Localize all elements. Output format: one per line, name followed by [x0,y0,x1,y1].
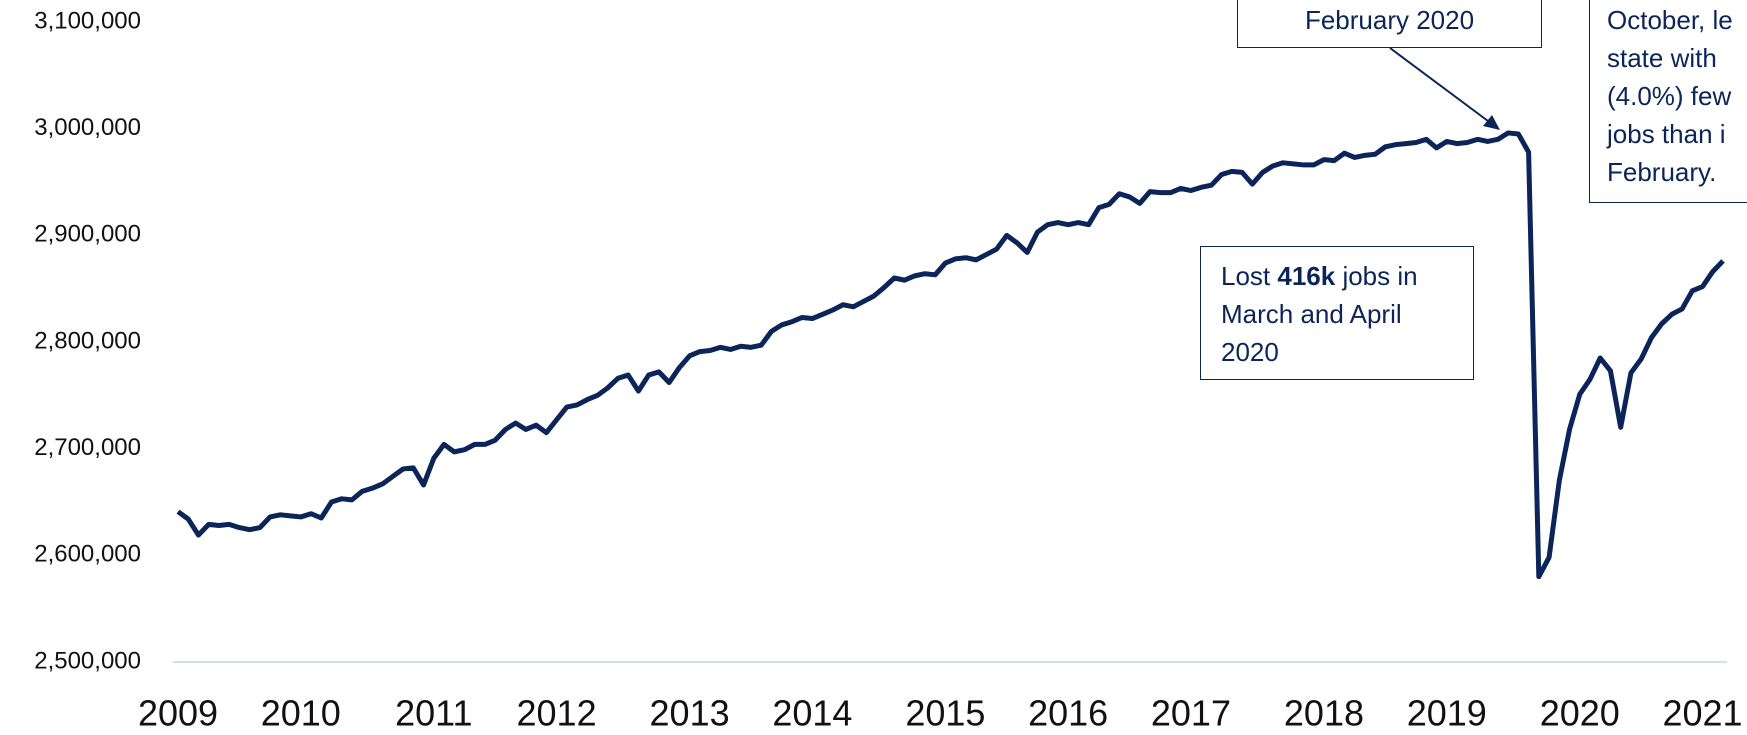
x-tick-label: 2009 [138,693,218,734]
annotation-box: February 2020 [1237,0,1542,48]
annotation-text: February 2020 [1304,5,1475,35]
y-tick-label: 2,900,000 [34,221,141,248]
annotation-box: Lost 416k jobs in March and April 2020 [1200,246,1474,380]
x-tick-label: 2013 [650,693,730,734]
x-tick-label: 2019 [1407,693,1487,734]
annotation-text: March and April [1221,299,1402,329]
x-tick-label: 2018 [1284,693,1364,734]
y-tick-label: 3,000,000 [34,114,141,141]
y-tick-label: 2,700,000 [34,434,141,461]
y-tick-label: 2,600,000 [34,541,141,568]
x-tick-label: 2012 [517,693,597,734]
x-tick-label: 2011 [395,693,472,734]
arrow [1389,47,1493,125]
annotation-bold: 416k [1277,261,1336,291]
annotation-text: Lost [1221,261,1278,291]
annotation-line: Lost 416k jobs in [1221,257,1473,295]
x-tick-label: 2015 [905,693,985,734]
y-tick-label: 2,500,000 [34,647,141,674]
x-tick-label: 2020 [1540,693,1620,734]
annotation-text: state with [1607,43,1717,73]
x-tick-label: 2010 [261,693,341,734]
x-tick-label: 2016 [1028,693,1108,734]
annotation-text: (4.0%) few [1607,81,1732,111]
x-tick-label: 2017 [1151,693,1231,734]
y-tick-label: 3,100,000 [34,7,141,34]
annotation-text: 2020 [1221,337,1279,367]
annotation-box: October, le state with (4.0%) few jobs t… [1589,0,1747,203]
x-tick-label: 2021 [1662,693,1742,734]
arrow-head [1483,115,1500,130]
annotation-text: jobs than i [1607,119,1726,149]
y-tick-label: 2,800,000 [34,327,141,354]
annotation-text: jobs in [1335,261,1418,291]
x-tick-label: 2014 [772,693,852,734]
annotation-text: October, le [1607,5,1733,35]
annotation-text: February. [1607,157,1717,187]
line [176,130,1725,580]
